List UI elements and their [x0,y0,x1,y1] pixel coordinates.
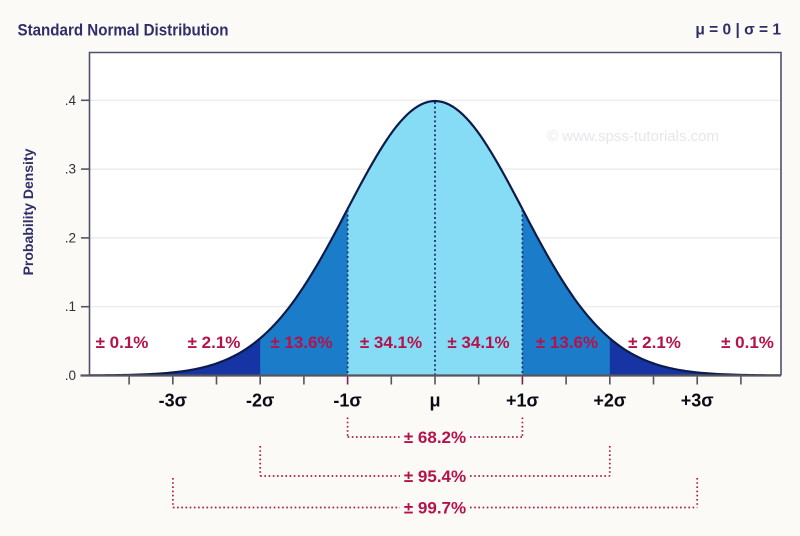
svg-text:± 68.2%: ± 68.2% [404,428,466,447]
svg-text:.3: .3 [65,162,76,177]
svg-text:± 99.7%: ± 99.7% [404,499,466,518]
svg-text:.0: .0 [65,368,76,383]
svg-text:± 2.1%: ± 2.1% [628,333,681,352]
svg-text:μ = 0 | σ = 1: μ = 0 | σ = 1 [695,22,781,39]
svg-text:-1σ: -1σ [333,391,361,411]
svg-text:+2σ: +2σ [593,391,626,411]
svg-text:± 13.6%: ± 13.6% [270,333,332,352]
svg-text:.2: .2 [65,230,76,245]
svg-text:μ: μ [429,391,440,411]
svg-text:± 34.1%: ± 34.1% [447,333,509,352]
svg-text:± 0.1%: ± 0.1% [721,333,774,352]
svg-text:± 95.4%: ± 95.4% [404,467,466,486]
svg-text:Standard Normal Distribution: Standard Normal Distribution [18,21,229,40]
svg-text:-3σ: -3σ [159,391,187,411]
svg-text:© www.spss-tutorials.com: © www.spss-tutorials.com [547,128,719,145]
svg-text:± 2.1%: ± 2.1% [188,333,241,352]
svg-text:.1: .1 [65,299,76,314]
svg-text:± 34.1%: ± 34.1% [360,333,422,352]
svg-text:± 13.6%: ± 13.6% [536,333,598,352]
svg-text:+3σ: +3σ [681,391,714,411]
svg-text:+1σ: +1σ [506,391,539,411]
svg-text:-2σ: -2σ [246,391,274,411]
svg-text:± 0.1%: ± 0.1% [96,333,149,352]
svg-text:Probability Density: Probability Density [20,148,36,275]
svg-text:.4: .4 [65,93,77,108]
